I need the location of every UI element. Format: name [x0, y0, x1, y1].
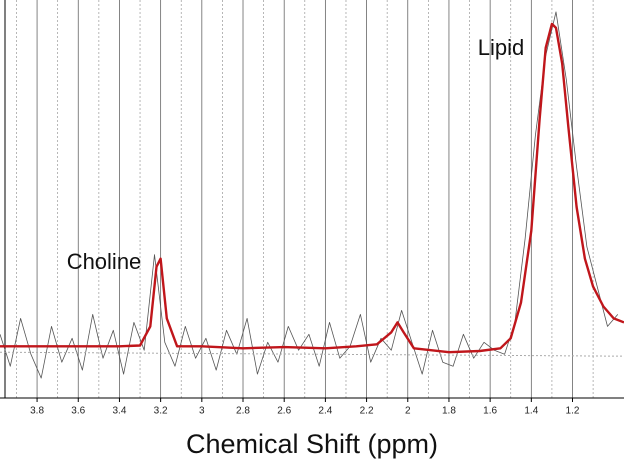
- x-tick-label: 3.8: [30, 406, 44, 417]
- x-tick-label: 1.4: [524, 406, 538, 417]
- x-tick-label: 2.4: [318, 406, 332, 417]
- x-tick-label: 2.8: [236, 406, 250, 417]
- x-tick-label: 3.6: [71, 406, 85, 417]
- x-tick-label: 2.6: [277, 406, 291, 417]
- x-axis-label: Chemical Shift (ppm): [186, 429, 438, 459]
- x-tick-label: 1.2: [566, 406, 580, 417]
- x-tick-label: 1.8: [442, 406, 456, 417]
- x-tick-label: 3.4: [112, 406, 126, 417]
- x-tick-label: 2: [405, 406, 411, 417]
- x-tick-label: 3.2: [154, 406, 168, 417]
- x-tick-label: 1.6: [483, 406, 497, 417]
- x-tick-label: 3: [199, 406, 205, 417]
- x-tick-label: 2.2: [360, 406, 374, 417]
- annotation: Choline: [67, 249, 142, 274]
- spectrum-line: [0, 22, 624, 354]
- annotation: Lipid: [478, 35, 524, 60]
- spectrum-line: [0, 351, 624, 357]
